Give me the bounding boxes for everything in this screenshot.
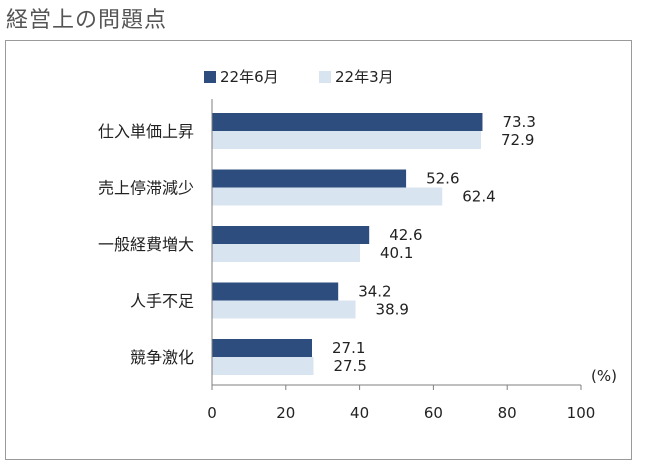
x-tick-label: 0 [207,404,217,422]
legend-label-1: 22年6月 [220,68,279,86]
legend-label-2: 22年3月 [335,68,394,86]
legend-swatch-1 [204,71,216,83]
bar-1-3 [212,226,370,244]
value-label: 62.4 [462,188,495,206]
value-label: 27.1 [332,339,365,357]
category-label: 人手不足 [130,292,194,311]
value-label: 73.3 [502,113,535,131]
bar-2-5 [212,357,314,375]
legend-swatch-2 [319,71,331,83]
value-label: 38.9 [376,301,409,319]
category-label: 仕入単価上昇 [98,122,194,141]
bar-2-2 [212,187,443,206]
category-label: 一般経費増大 [98,235,194,254]
x-tick-label: 20 [276,404,295,422]
unit-label: (%) [591,367,617,385]
x-tick-label: 60 [424,404,443,422]
bar-2-3 [212,244,360,262]
x-tick-label: 100 [567,404,596,422]
category-label: 売上停滞減少 [98,179,194,198]
value-label: 27.5 [333,357,366,375]
value-label: 52.6 [426,170,459,188]
page-title: 経営上の問題点 [6,8,168,33]
chart-frame: 22年6月 22年3月仕入単価上昇 73.3 72.9 売上停滞減少 52.6 62.4 一般… [5,40,632,460]
value-label: 42.6 [389,226,422,244]
x-tick-label: 80 [498,404,517,422]
value-label: 40.1 [380,244,413,262]
category-label: 競争激化 [130,348,194,367]
bar-1-4 [212,282,339,301]
value-label: 72.9 [501,131,534,149]
value-label: 34.2 [358,283,391,301]
bar-1-2 [212,169,407,188]
bar-1-5 [212,339,312,357]
bar-1-1 [212,113,483,131]
bar-2-1 [212,131,482,149]
x-tick-label: 40 [350,404,369,422]
bar-2-4 [212,300,356,319]
